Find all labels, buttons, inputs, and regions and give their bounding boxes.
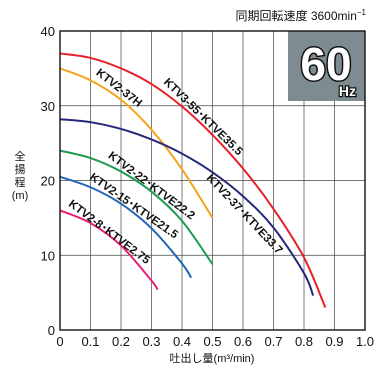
series-line [59,118,315,296]
x-axis-label: 吐出し量(m³/min) [170,351,255,365]
y-axis-label-char: (m) [12,190,29,202]
x-tick-label: 1.0 [356,334,374,349]
hz-badge: 60 Hz [288,31,365,101]
x-tick-label: 0.8 [295,334,313,349]
x-tick-label: 0 [56,334,63,349]
y-axis-label-char: 全 [15,149,26,163]
x-tick-label: 0.6 [234,334,252,349]
series-line [59,67,214,219]
y-tick-label: 10 [41,248,55,263]
x-tick-label: 0.4 [173,334,191,349]
y-axis-label: 全揚程(m) [12,149,29,202]
y-axis-label-char: 揚 [15,163,26,176]
hz-badge-unit: Hz [339,83,356,99]
y-axis-label-char: 程 [15,176,26,189]
y-tick-label: 40 [41,24,55,39]
y-tick-label: 0 [48,323,55,338]
x-tick-label: 0.1 [81,334,99,349]
series-label: KTV3-55･KTVE35.5 [161,76,245,158]
series-label: KTV2-37･KTVE33.7 [204,172,285,256]
y-tick-label: 30 [41,99,55,114]
x-tick-label: 0.3 [142,334,160,349]
series-label: KTV2-37H [94,67,144,110]
hz-badge-value: 60 [300,38,351,90]
y-tick-labels: 0 10 20 30 40 [41,24,55,338]
series-line [59,209,159,291]
series-line [59,149,214,265]
x-tick-label: 0.9 [325,334,343,349]
x-tick-labels: 0 0.1 0.2 0.3 0.4 0.5 0.6 0.7 0.8 0.9 1.0 [56,334,374,349]
plot-frame [59,30,366,331]
series-line [59,52,327,308]
x-tick-label: 0.2 [112,334,130,349]
hz-badge-background [288,31,365,101]
y-tick-label: 20 [41,174,55,189]
x-tick-label: 0.5 [203,334,221,349]
series-labels: KTV3-55･KTVE35.5 KTV2-37H KTV2-37･KTVE33.7… [66,67,284,267]
series-lines [59,52,327,308]
speed-note: 同期回転速度 3600min−1 [236,8,367,23]
speed-note-superscript: −1 [357,8,367,17]
x-tick-label: 0.7 [264,334,282,349]
series-line [59,175,193,279]
grid [60,31,365,330]
